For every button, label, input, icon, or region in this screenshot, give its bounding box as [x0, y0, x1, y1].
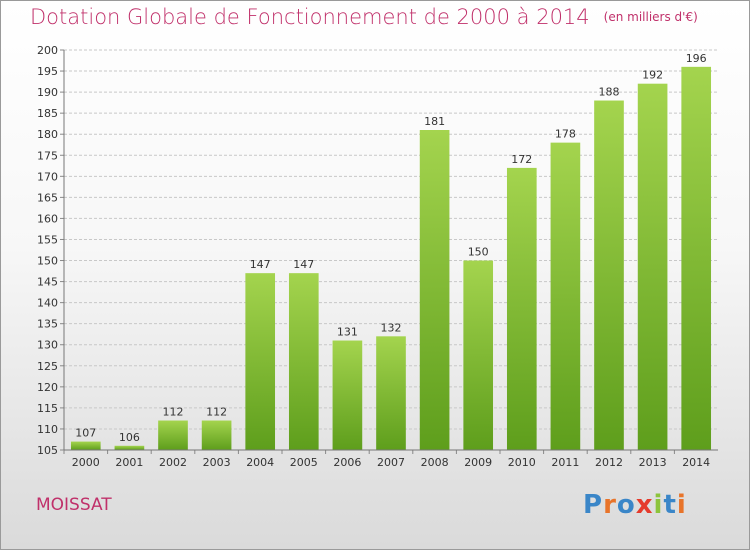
bar-2010: [506, 167, 537, 451]
data-label: 147: [293, 258, 314, 271]
data-label: 106: [119, 431, 140, 444]
x-tick-label: 2008: [421, 456, 449, 469]
bar-2009: [463, 260, 494, 450]
y-tick-label: 155: [37, 233, 58, 246]
y-tick-label: 120: [37, 381, 58, 394]
labels: 105 110 115 120 125 130 135 140 145 150 155 160 165 1…: [37, 44, 710, 469]
data-label: 147: [250, 258, 271, 271]
x-tick-label: 2000: [72, 456, 100, 469]
x-tick-label: 2001: [115, 456, 143, 469]
y-tick-label: 145: [37, 276, 58, 289]
y-tick-label: 170: [37, 170, 58, 183]
data-label: 107: [75, 427, 96, 440]
x-tick-label: 2004: [246, 456, 274, 469]
bar-2003: [201, 420, 232, 450]
bar-2008: [419, 130, 450, 450]
y-tick-label: 110: [37, 423, 58, 436]
bar-2013: [637, 83, 668, 451]
bar-2014: [681, 66, 712, 450]
proxiti-logo: Proxiti: [583, 490, 687, 520]
data-label: 112: [206, 406, 227, 419]
bar-2000: [70, 441, 101, 450]
data-label: 131: [337, 326, 358, 339]
data-label: 181: [424, 115, 445, 128]
x-tick-label: 2009: [464, 456, 492, 469]
data-label: 172: [511, 153, 532, 166]
logo-letter: r: [603, 490, 617, 520]
bar-2011: [550, 142, 581, 450]
y-tick-label: 130: [37, 339, 58, 352]
logo-letter: i: [676, 490, 687, 520]
y-tick-label: 180: [37, 128, 58, 141]
bar-2007: [376, 336, 406, 450]
x-tick-label: 2013: [639, 456, 667, 469]
data-label: 192: [642, 69, 663, 82]
logo-letter: x: [635, 490, 654, 520]
data-label: 188: [599, 86, 620, 99]
y-tick-label: 115: [37, 402, 58, 415]
x-tick-label: 2012: [595, 456, 623, 469]
x-tick-label: 2007: [377, 456, 405, 469]
bar-2006: [332, 340, 363, 450]
commune-name: MOISSAT: [36, 495, 112, 515]
x-tick-label: 2005: [290, 456, 318, 469]
y-tick-label: 195: [37, 65, 58, 78]
bar-2001: [114, 445, 145, 450]
bar-2004: [245, 273, 276, 450]
y-tick-label: 165: [37, 191, 58, 204]
y-tick-label: 190: [37, 86, 58, 99]
x-tick-label: 2010: [508, 456, 536, 469]
y-tick-label: 185: [37, 107, 58, 120]
bar-2012: [594, 100, 624, 451]
y-tick-label: 135: [37, 318, 58, 331]
data-label: 132: [381, 321, 402, 334]
title-unit: (en milliers d'€): [603, 10, 698, 24]
x-tick-label: 2014: [682, 456, 710, 469]
logo-letter: o: [616, 490, 636, 520]
data-label: 150: [468, 246, 489, 259]
y-tick-label: 105: [37, 444, 58, 457]
logo-letter: P: [583, 490, 604, 520]
bar-2002: [158, 420, 188, 450]
x-tick-label: 2002: [159, 456, 187, 469]
logo-letter: i: [653, 490, 664, 520]
y-tick-label: 175: [37, 149, 58, 162]
y-tick-label: 150: [37, 255, 58, 268]
data-label: 112: [163, 406, 184, 419]
axes: [60, 49, 718, 454]
bar-2005: [288, 273, 319, 450]
data-label: 178: [555, 128, 576, 141]
x-tick-label: 2003: [203, 456, 231, 469]
x-tick-label: 2006: [333, 456, 361, 469]
y-tick-label: 125: [37, 360, 58, 373]
y-tick-label: 140: [37, 297, 58, 310]
y-tick-label: 200: [37, 44, 58, 57]
y-tick-label: 160: [37, 212, 58, 225]
data-label: 196: [686, 52, 707, 65]
chart-title: Dotation Globale de Fonctionnement de 20…: [30, 5, 698, 29]
logo-letter: t: [663, 490, 677, 520]
title-text: Dotation Globale de Fonctionnement de 20…: [30, 5, 590, 29]
x-tick-label: 2011: [551, 456, 579, 469]
bars: [70, 66, 712, 451]
